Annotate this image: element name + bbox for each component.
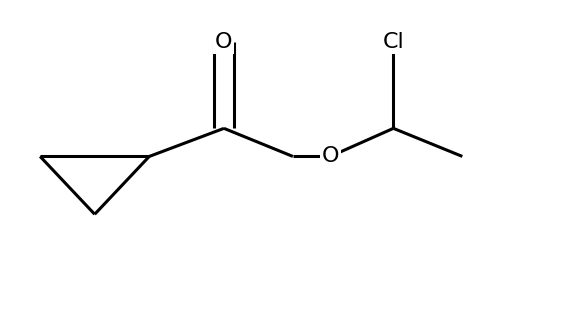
Text: O: O: [215, 33, 233, 52]
Text: O: O: [321, 146, 339, 166]
Text: Cl: Cl: [383, 33, 404, 52]
